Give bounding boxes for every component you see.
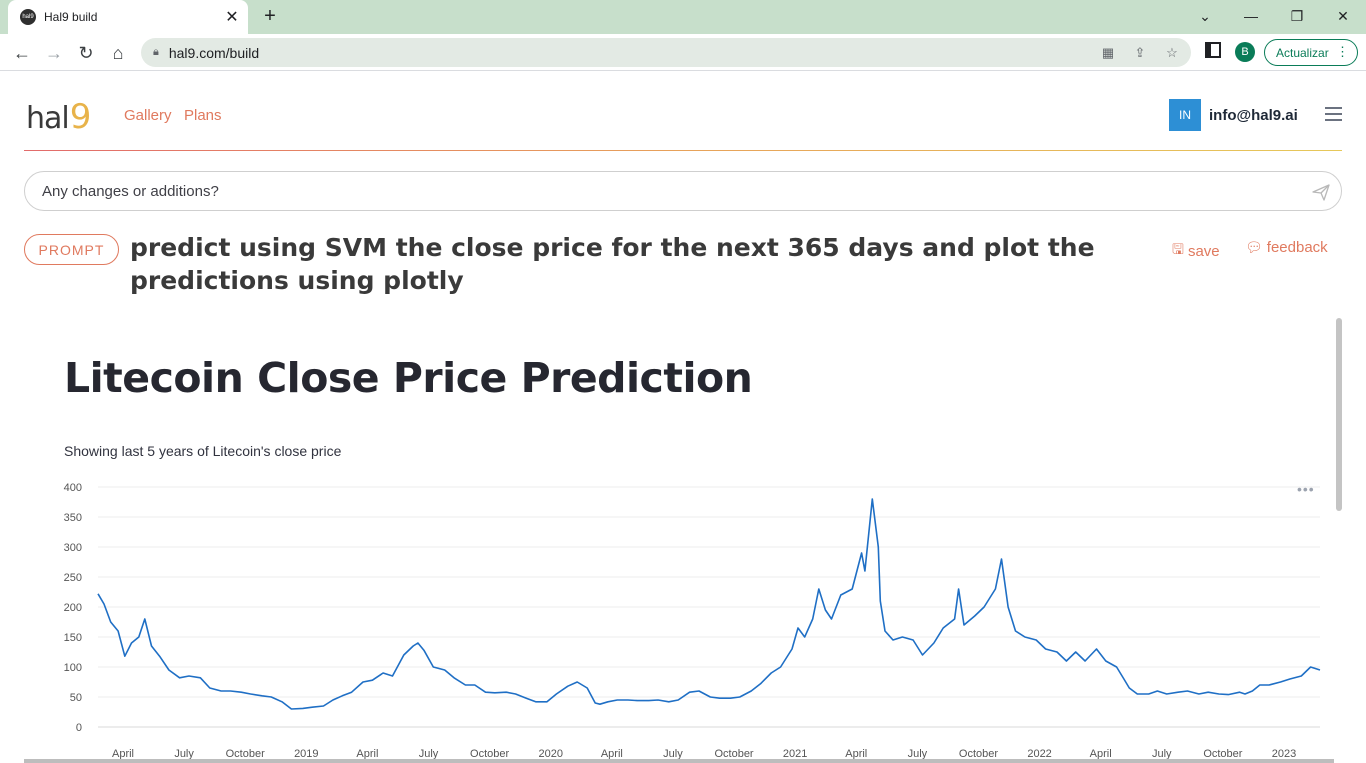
x-tick-label: October [226,748,265,760]
nav-gallery-link[interactable]: Gallery [124,107,172,124]
close-window-icon[interactable]: ✕ [1337,7,1349,24]
address-bar[interactable]: 🔒︎ hal9.com/build ▦ ⇪ ☆ [141,38,1191,67]
y-tick-label: 300 [64,542,82,554]
lock-icon: 🔒︎ [153,46,159,58]
side-panel-icon[interactable] [1205,42,1221,58]
profile-avatar[interactable]: B [1235,42,1255,62]
minimize-icon[interactable]: — [1244,8,1258,24]
x-tick-label: 2019 [294,748,318,760]
chevron-down-icon[interactable]: ⌄ [1199,7,1211,24]
x-tick-label: 2021 [783,748,807,760]
back-arrow-icon[interactable]: ← [13,42,31,63]
home-icon[interactable]: ⌂ [112,42,124,63]
header-divider [24,150,1342,151]
feedback-label: feedback [1266,239,1328,256]
x-tick-label: July [908,748,928,760]
share-icon[interactable]: ⇪ [1134,45,1146,60]
x-tick-label: 2020 [538,748,562,760]
y-tick-label: 0 [76,722,82,734]
content-scrollbar[interactable] [1336,318,1342,511]
app-subtitle: Showing last 5 years of Litecoin's close… [64,443,342,459]
y-tick-label: 200 [64,602,82,614]
y-tick-label: 50 [70,692,82,704]
tab-title: Hal9 build [44,10,98,24]
x-tick-label: April [1090,748,1112,760]
changes-input-placeholder: Any changes or additions? [42,182,219,200]
x-tick-label: July [663,748,683,760]
hal9-logo[interactable]: hal9 [26,97,92,137]
x-tick-label: 2022 [1027,748,1051,760]
x-tick-label: July [419,748,439,760]
y-tick-label: 100 [64,662,82,674]
hal9-favicon-icon: hal9 [20,9,36,25]
x-tick-label: October [1203,748,1242,760]
app-title: Litecoin Close Price Prediction [64,354,753,402]
save-button[interactable]: 🖫 save [1172,239,1220,263]
feedback-button[interactable]: 💬︎ feedback [1245,239,1328,256]
reload-icon[interactable]: ↻ [78,42,94,63]
page: hal9 Gallery Plans IN info@hal9.ai Any c… [0,71,1366,763]
prompt-badge: PROMPT [24,234,119,265]
logo-nine: 9 [69,97,92,137]
close-tab-icon[interactable]: ✕ [225,9,239,26]
x-tick-label: October [959,748,998,760]
nav-plans-link[interactable]: Plans [184,107,222,124]
x-tick-label: October [714,748,753,760]
x-tick-label: April [601,748,623,760]
x-tick-label: April [356,748,378,760]
close-price-line [97,498,1321,710]
browser-toolbar: ← → ↻ ⌂ 🔒︎ hal9.com/build ▦ ⇪ ☆ B Actual… [0,34,1366,71]
price-chart[interactable]: 0 50 100 150 200 250 300 350 400 April July October… [40,475,1336,763]
send-icon[interactable] [1311,182,1331,202]
x-tick-label: July [1152,748,1172,760]
y-tick-label: 250 [64,572,82,584]
y-tick-label: 350 [64,512,82,524]
chart-more-icon[interactable]: ••• [1297,481,1315,497]
browser-tab[interactable]: hal9 Hal9 build ✕ [8,0,248,34]
logo-text: hal [26,101,70,136]
url-text: hal9.com/build [168,44,260,61]
x-tick-label: July [174,748,194,760]
save-label: save [1187,242,1220,260]
hamburger-menu-icon[interactable] [1325,107,1342,121]
y-tick-label: 150 [64,632,82,644]
update-label: Actualizar [1276,45,1329,60]
save-icon: 🖫 [1172,241,1184,257]
user-email[interactable]: info@hal9.ai [1209,107,1298,124]
new-tab-icon[interactable]: + [264,4,276,27]
x-tick-label: April [112,748,134,760]
bookmark-star-icon[interactable]: ☆ [1166,45,1178,60]
user-avatar[interactable]: IN [1169,99,1201,131]
update-button[interactable]: Actualizar ⋮ [1264,39,1358,66]
forward-arrow-icon[interactable]: → [45,42,63,63]
speech-bubble-icon: 💬︎ [1245,239,1263,255]
browser-menu-icon[interactable]: ⋮ [1336,44,1349,59]
x-tick-label: 2023 [1272,748,1296,760]
y-tick-label: 400 [64,482,82,494]
changes-input[interactable]: Any changes or additions? [24,171,1342,211]
x-tick-label: April [845,748,867,760]
browser-tab-strip: hal9 Hal9 build ✕ + ⌄ — ❐ ✕ [0,0,1366,34]
horizontal-scrollbar[interactable] [24,759,1334,763]
x-tick-label: October [470,748,509,760]
translate-icon[interactable]: ▦ [1101,45,1115,60]
prompt-text: predict using SVM the close price for th… [130,233,1095,295]
restore-icon[interactable]: ❐ [1290,7,1304,24]
